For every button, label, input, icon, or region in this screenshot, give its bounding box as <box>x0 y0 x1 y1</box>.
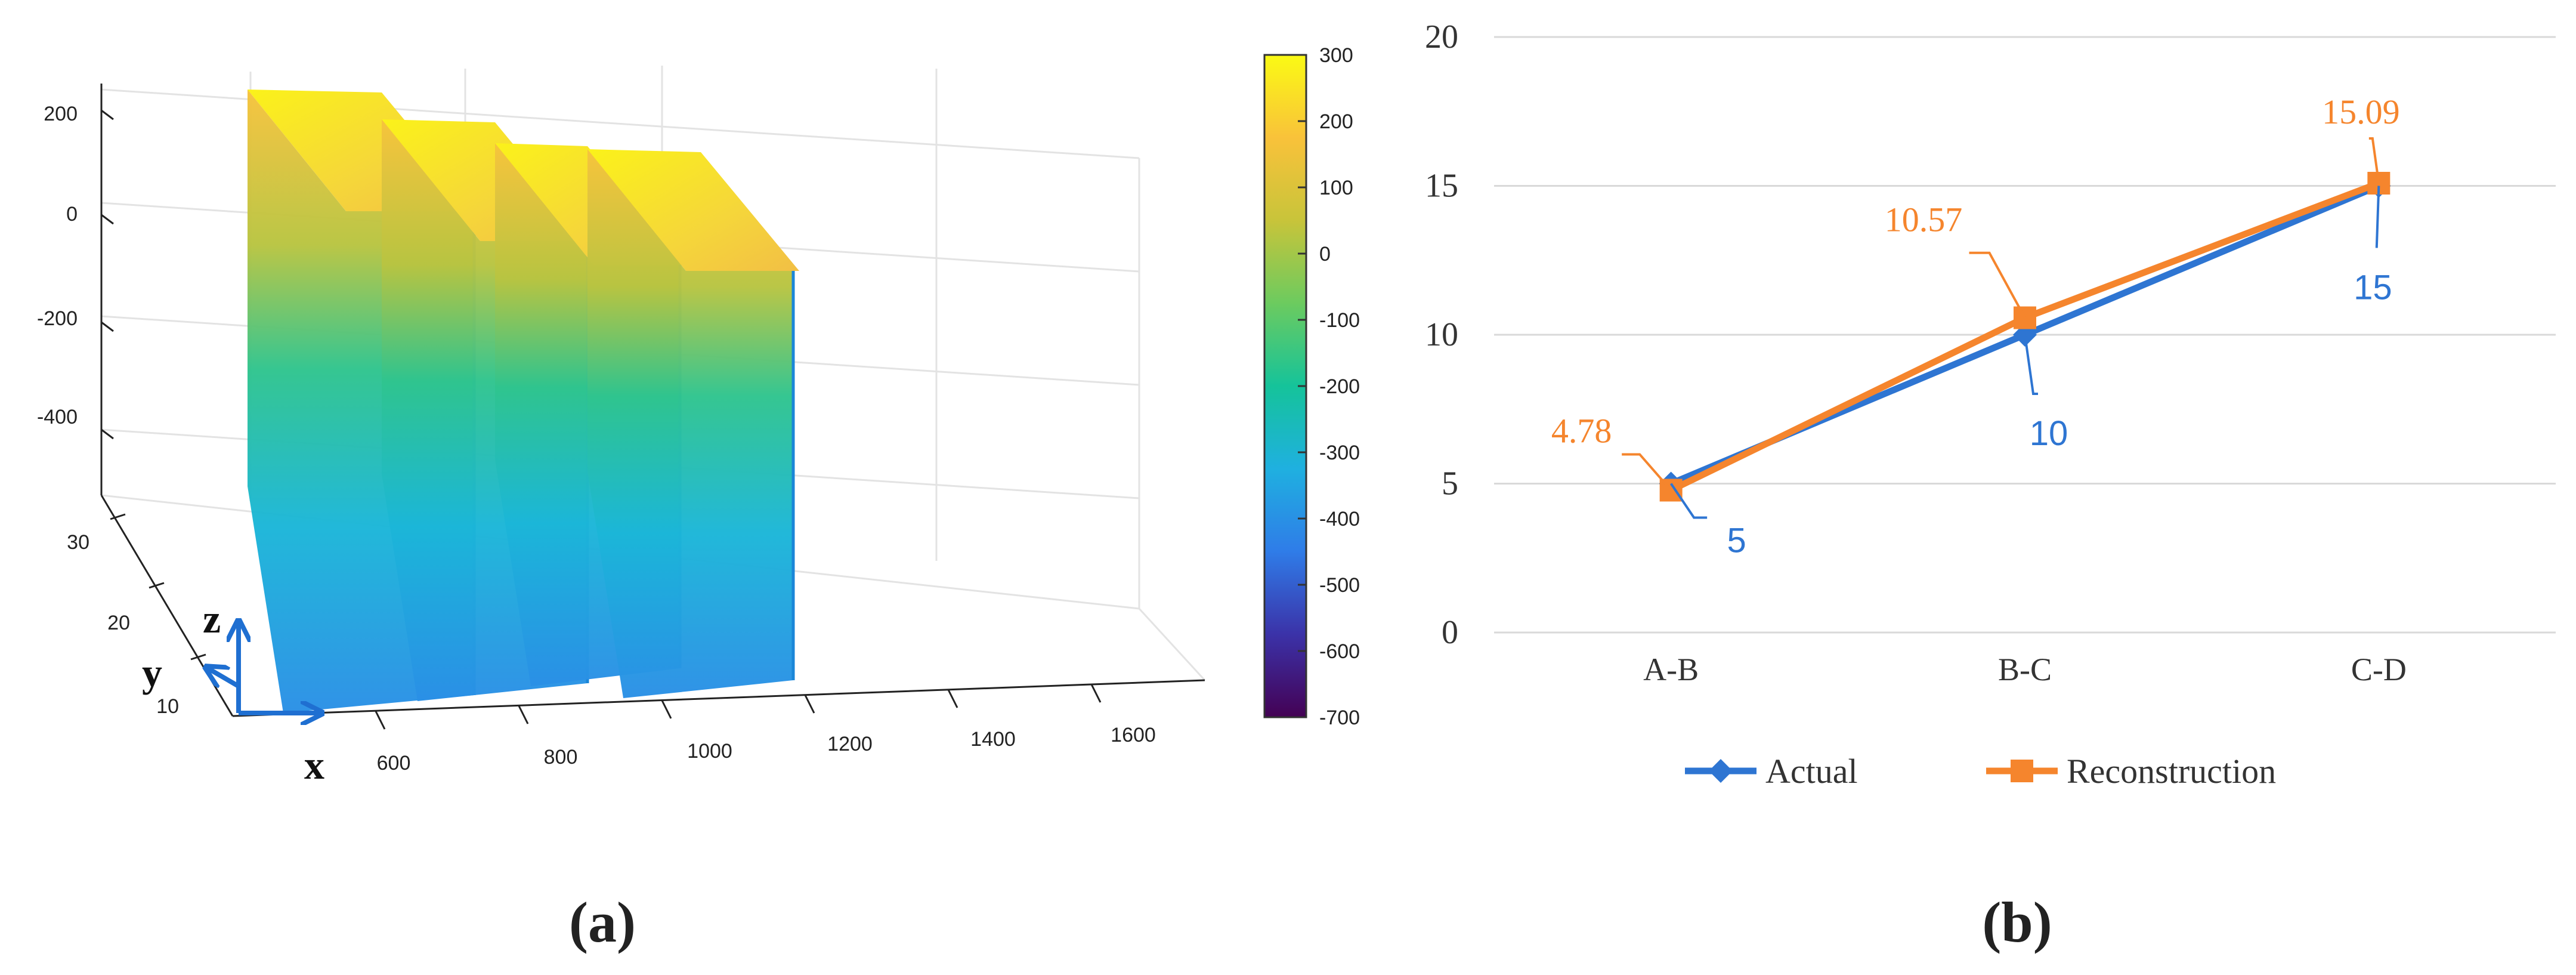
z-tick-label: -400 <box>37 406 78 428</box>
x-tick-label: 600 <box>377 752 411 775</box>
y-tick-label: 10 <box>156 695 179 718</box>
colorbar-ticks: 300 200 100 0 -100 -200 -300 -400 -500 -600 -700 <box>1298 44 1360 729</box>
colorbar-tick-label: -500 <box>1319 574 1360 597</box>
panel-a-x-ticks <box>375 684 1102 730</box>
z-tick-label: 0 <box>66 203 78 226</box>
panel-a-surface-plot: 200 0 -200 -400 30 20 10 600 800 1000 12… <box>37 44 1360 954</box>
panel-b-legend: Actual Reconstruction <box>1685 752 2276 791</box>
x-tick-label: 1600 <box>1111 724 1156 746</box>
y-tick-label: 10 <box>1425 316 1458 353</box>
colorbar-tick-label: -300 <box>1319 442 1360 464</box>
leader-line <box>1622 453 1672 491</box>
surface-wall <box>587 149 793 698</box>
colorbar-tick-label: -200 <box>1319 375 1360 398</box>
y-tick-label: 5 <box>1442 465 1458 502</box>
leader-line <box>2368 137 2380 184</box>
leader-line <box>1969 251 2026 319</box>
colorbar-tick-label: 300 <box>1319 44 1353 67</box>
data-label-actual: 10 <box>2030 414 2068 453</box>
data-label-reconstruction: 4.78 <box>1551 411 1612 450</box>
x-tick-label: C-D <box>2351 652 2407 687</box>
colorbar-tick-label: -600 <box>1319 640 1360 663</box>
y-tick-label: 20 <box>1425 18 1458 55</box>
surface-top <box>587 149 799 271</box>
panel-a-z-ticks <box>101 109 114 440</box>
z-tick-label: -200 <box>37 307 78 330</box>
colorbar-tick-label: -100 <box>1319 309 1360 332</box>
x-tick-label: 800 <box>544 746 578 769</box>
triad-z-label: z <box>203 596 221 641</box>
x-tick-label: A-B <box>1643 652 1699 687</box>
data-label-reconstruction: 10.57 <box>1885 200 1963 239</box>
y-tick-label: 20 <box>107 612 130 634</box>
leader-line <box>1670 483 1708 519</box>
legend-swatch-marker <box>1709 759 1733 783</box>
x-tick-label: 1200 <box>827 733 873 755</box>
x-tick-label: 1000 <box>687 740 732 763</box>
panel-b-line-chart: 0 5 10 15 20 A-B B-C C-D 5 10 15 4.78 10.57 15.09 A… <box>1425 18 2556 954</box>
panel-b-label: (b) <box>1982 890 2052 954</box>
leader-line <box>2375 186 2380 248</box>
x-tick-label: B-C <box>1998 652 2052 687</box>
y-tick-label: 0 <box>1442 614 1458 651</box>
data-label-reconstruction: 15.09 <box>2322 92 2400 131</box>
triad-y-label: y <box>142 650 162 695</box>
colorbar-tick-label: -400 <box>1319 508 1360 530</box>
colorbar-tick-label: -700 <box>1319 706 1360 729</box>
panel-b-data-labels: 5 10 15 4.78 10.57 15.09 <box>1551 92 2400 560</box>
colorbar-tick-label: 100 <box>1319 177 1353 199</box>
data-label-actual: 5 <box>1727 522 1746 560</box>
axis-triad <box>206 621 322 713</box>
colorbar-tick-label: 0 <box>1319 243 1331 266</box>
y-tick-label: 15 <box>1425 168 1458 205</box>
colorbar <box>1263 54 1307 718</box>
panel-b-y-ticks: 0 5 10 15 20 <box>1425 18 1458 651</box>
legend-label: Reconstruction <box>2067 752 2276 791</box>
panel-a-y-ticks <box>110 513 206 661</box>
colorbar-tick-label: 200 <box>1319 110 1353 133</box>
z-tick-label: 200 <box>44 103 78 125</box>
data-label-actual: 15 <box>2354 269 2392 307</box>
triad-x-label: x <box>304 742 324 788</box>
legend-swatch-marker <box>2011 760 2033 782</box>
panel-b-x-ticks: A-B B-C C-D <box>1643 652 2407 687</box>
legend-label: Actual <box>1765 752 1858 791</box>
x-tick-label: 1400 <box>970 728 1016 751</box>
y-tick-label: 30 <box>67 531 89 554</box>
panel-a-label: (a) <box>569 890 636 954</box>
leader-line <box>2024 334 2038 395</box>
surface-blocks <box>248 90 799 713</box>
